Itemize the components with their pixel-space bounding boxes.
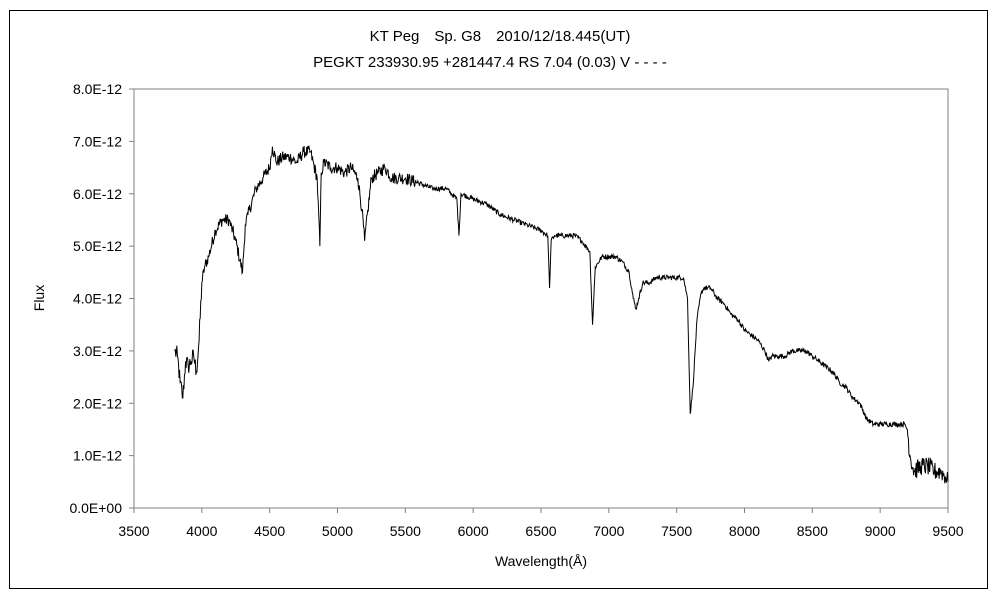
chart-title: KT Peg Sp. G8 2010/12/18.445(UT) bbox=[370, 28, 631, 45]
y-tick-label: 6.0E-12 bbox=[73, 186, 122, 202]
chart-subtitle: PEGKT 233930.95 +281447.4 RS 7.04 (0.03)… bbox=[313, 54, 667, 71]
x-tick-label: 8000 bbox=[729, 523, 760, 539]
y-tick-label: 1.0E-12 bbox=[73, 448, 122, 464]
x-tick-label: 9000 bbox=[865, 523, 896, 539]
x-tick-label: 4000 bbox=[186, 523, 217, 539]
y-tick-label: 3.0E-12 bbox=[73, 343, 122, 359]
x-axis-label: Wavelength(Å) bbox=[495, 553, 587, 569]
y-tick-label: 8.0E-12 bbox=[73, 81, 122, 97]
x-tick-label: 4500 bbox=[254, 523, 285, 539]
x-tick-label: 6000 bbox=[458, 523, 489, 539]
spectrum-series-line bbox=[174, 145, 949, 484]
x-tick-label: 5000 bbox=[322, 523, 353, 539]
y-axis-label: Flux bbox=[31, 285, 47, 311]
y-tick-label: 2.0E-12 bbox=[73, 395, 122, 411]
y-tick-label: 7.0E-12 bbox=[73, 133, 122, 149]
y-tick-label: 5.0E-12 bbox=[73, 238, 122, 254]
x-tick-label: 5500 bbox=[390, 523, 421, 539]
x-tick-label: 6500 bbox=[525, 523, 556, 539]
plot-area bbox=[133, 88, 949, 509]
x-tick-label: 7000 bbox=[593, 523, 624, 539]
x-tick-label: 7500 bbox=[661, 523, 692, 539]
y-tick-label: 0.0E+00 bbox=[69, 500, 122, 516]
x-tick-label: 9500 bbox=[932, 523, 963, 539]
y-axis-ticks: 0.0E+00 1.0E-12 2.0E-12 3.0E-12 4.0E-12 5.0E-… bbox=[69, 81, 134, 516]
y-tick-label: 4.0E-12 bbox=[73, 291, 122, 307]
x-tick-label: 3500 bbox=[118, 523, 149, 539]
x-axis-ticks: 3500 4000 4500 5000 5500 6000 6500 7000 7500 8000… bbox=[118, 508, 964, 539]
x-tick-label: 8500 bbox=[797, 523, 828, 539]
